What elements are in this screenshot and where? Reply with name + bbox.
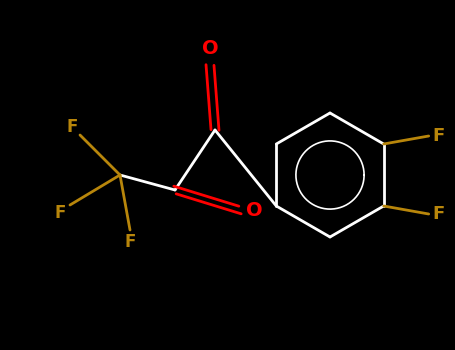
Text: F: F [433,205,445,223]
Text: F: F [124,233,136,251]
Text: O: O [202,40,218,58]
Text: F: F [54,204,66,222]
Text: F: F [66,118,78,136]
Text: F: F [433,127,445,145]
Text: O: O [246,201,263,219]
